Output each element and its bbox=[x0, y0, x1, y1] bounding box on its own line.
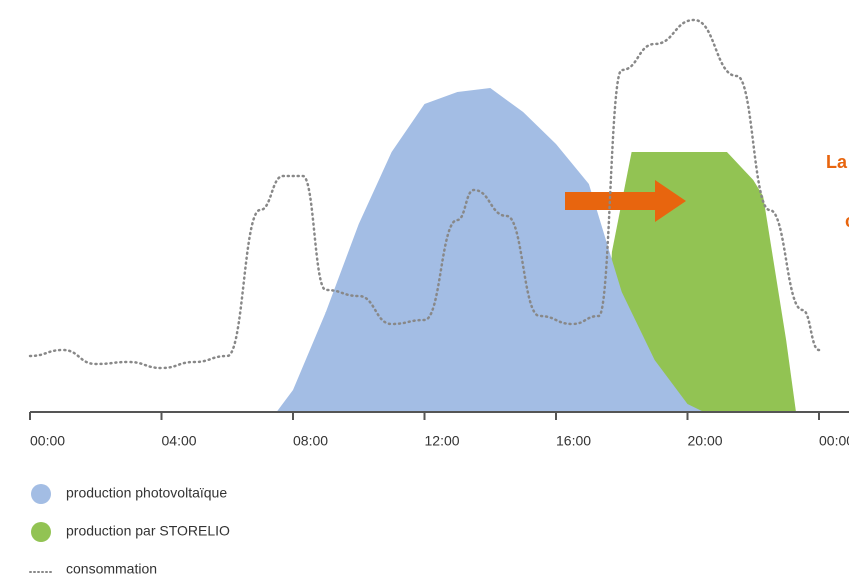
annotation: La bbox=[826, 152, 848, 172]
x-tick-label: 12:00 bbox=[425, 433, 460, 449]
legend-label: consommation bbox=[66, 561, 157, 577]
legend-swatch bbox=[31, 484, 51, 504]
x-tick-label: 00:00 bbox=[30, 433, 65, 449]
legend-label: production photovoltaïque bbox=[66, 485, 227, 501]
legend-swatch bbox=[31, 522, 51, 542]
arrow bbox=[565, 180, 686, 222]
area bbox=[605, 152, 796, 412]
area bbox=[276, 88, 704, 412]
line bbox=[28, 18, 821, 370]
x-tick-label: 08:00 bbox=[293, 433, 328, 449]
x-tick-label: 00:00 bbox=[819, 433, 849, 449]
x-tick-label: 04:00 bbox=[162, 433, 197, 449]
annotation: c bbox=[845, 211, 849, 231]
x-tick-label: 20:00 bbox=[688, 433, 723, 449]
legend-label: production par STORELIO bbox=[66, 523, 230, 539]
x-tick-label: 16:00 bbox=[556, 433, 591, 449]
